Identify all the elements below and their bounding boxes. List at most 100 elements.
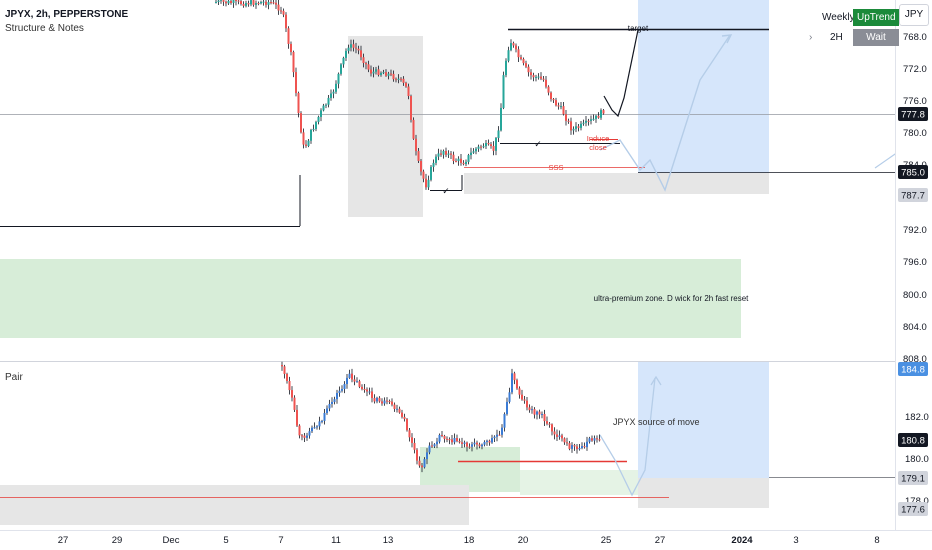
candle-body	[588, 438, 591, 442]
x-tick-label: 27	[655, 535, 666, 546]
candle-body	[397, 78, 400, 80]
liquidity-box	[464, 173, 769, 194]
candle-body	[402, 78, 405, 83]
candle-body	[586, 441, 588, 448]
candle-body	[508, 392, 511, 402]
candle-body	[366, 389, 368, 392]
candle-body	[360, 50, 362, 58]
candle-body	[380, 73, 382, 75]
candle-body	[537, 76, 540, 78]
candle-body	[576, 446, 578, 450]
candle-body	[580, 123, 582, 128]
y-tick-label: 792.0	[903, 225, 927, 236]
candle-body	[358, 381, 361, 387]
candle-body	[436, 441, 438, 445]
candle-body	[438, 434, 441, 442]
candle-body	[558, 435, 561, 437]
candle-body	[387, 73, 390, 76]
candle-body	[551, 424, 553, 432]
candle-body	[242, 3, 245, 6]
candle-body	[413, 442, 416, 450]
candle-body	[497, 130, 500, 139]
candle-body	[435, 156, 437, 163]
candle-body	[355, 47, 357, 49]
candle-body	[507, 50, 510, 61]
chart-annotation: SSS	[548, 163, 563, 172]
candle-body	[446, 438, 448, 440]
lower-pane-label[interactable]: Pair	[5, 372, 23, 383]
candle-body	[330, 93, 332, 98]
candle-body	[313, 427, 316, 429]
candle-body	[291, 390, 293, 398]
candle-body	[516, 380, 518, 389]
indicator-title[interactable]: Structure & Notes	[5, 23, 84, 34]
candle-body	[305, 144, 307, 146]
candle-body	[443, 436, 446, 439]
chevron-right-icon[interactable]: ›	[809, 32, 813, 43]
candle-body	[598, 439, 601, 441]
candle-body	[322, 105, 325, 111]
candle-body	[510, 43, 512, 51]
currency-button[interactable]: JPY	[899, 4, 929, 26]
candle-body	[463, 442, 466, 444]
y-tick-label: 776.0	[903, 96, 927, 107]
x-tick-label: 13	[383, 535, 394, 546]
candle-body	[442, 151, 445, 155]
candle-body	[526, 400, 528, 408]
candle-body	[287, 28, 290, 44]
candle-body	[511, 373, 513, 393]
price-label: 184.8	[898, 362, 928, 376]
target-zone-box	[638, 0, 769, 173]
candle-body	[290, 43, 292, 53]
chart-annotation: Induce	[587, 134, 610, 143]
candle-body	[440, 153, 442, 155]
candle-body	[331, 401, 333, 404]
candle-body	[573, 445, 576, 447]
candle-body	[536, 411, 538, 415]
candle-body	[412, 119, 415, 139]
candle-body	[395, 79, 397, 81]
candle-body	[385, 72, 387, 76]
price-axis[interactable]	[895, 0, 932, 550]
status-value-weekly: UpTrend	[853, 9, 899, 26]
y-tick-label: 180.0	[905, 454, 929, 465]
candle-body	[543, 413, 546, 422]
candle-body	[348, 373, 351, 378]
candle-body	[471, 444, 473, 447]
candle-body	[356, 381, 358, 383]
candle-body	[420, 160, 422, 172]
candle-body	[280, 10, 282, 12]
candle-body	[347, 47, 350, 51]
price-label-text: 179.1	[901, 474, 925, 485]
candle-body	[367, 64, 370, 70]
candle-body	[498, 434, 501, 436]
candle-body	[391, 401, 393, 405]
candle-body	[288, 381, 291, 391]
candle-body	[428, 445, 431, 453]
candle-body	[556, 434, 558, 437]
candle-body	[466, 442, 468, 447]
price-label-text: 184.8	[901, 365, 925, 376]
candle-body	[377, 69, 380, 75]
chart-annotation: close	[589, 143, 607, 152]
candle-body	[570, 121, 572, 131]
price-label-text: 787.7	[901, 191, 925, 202]
candle-body	[555, 100, 557, 106]
candle-body	[376, 397, 378, 402]
candle-body	[375, 69, 377, 72]
candle-body	[425, 178, 427, 188]
x-tick-label: 8	[874, 535, 879, 546]
x-tick-label: 3	[793, 535, 798, 546]
candle-body	[441, 434, 443, 437]
candle-body	[538, 411, 541, 415]
candle-body	[336, 392, 338, 400]
chart-annotation: ultra-premium zone. D wick for 2h fast r…	[594, 294, 749, 303]
candle-body	[312, 128, 315, 130]
candle-body	[500, 107, 502, 131]
candle-body	[512, 43, 515, 46]
y-tick-label: 182.0	[905, 412, 929, 423]
candle-body	[572, 128, 575, 131]
candle-body	[281, 365, 283, 367]
candle-body	[265, 1, 267, 5]
